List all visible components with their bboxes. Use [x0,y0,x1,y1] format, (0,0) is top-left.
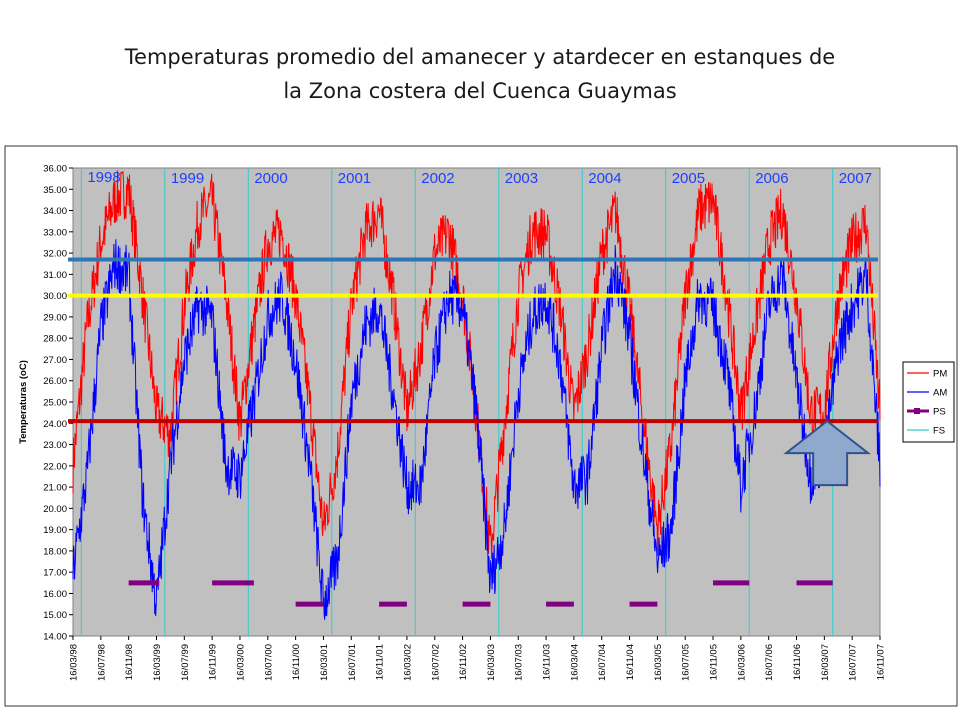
legend-label: AM [933,388,947,399]
y-tick-label: 20.00 [43,504,67,515]
y-tick-label: 18.00 [43,546,67,557]
x-tick-label: 16/11/00 [291,644,302,680]
x-tick-label: 16/07/98 [96,644,107,681]
y-tick-label: 31.00 [43,270,67,281]
year-label: 2001 [338,170,371,187]
legend-label: PS [933,407,946,418]
x-tick-label: 16/03/07 [820,644,831,681]
x-tick-label: 16/03/03 [486,644,497,681]
y-tick-label: 36.00 [43,164,67,175]
y-tick-label: 35.00 [43,185,67,196]
x-tick-label: 16/11/06 [792,644,803,680]
x-tick-label: 16/03/00 [235,644,246,681]
legend-label: PM [933,369,947,380]
x-tick-label: 16/03/01 [319,644,330,681]
x-tick-label: 16/11/04 [625,644,636,680]
chart-legend: PM AM PS FS [902,361,955,443]
x-tick-label: 16/07/01 [347,644,358,681]
legend-item: FS [907,426,945,437]
slide-title-line-1: Temperaturas promedio del amanecer y ata… [124,45,836,69]
legend-marker [914,408,920,414]
x-tick-label: 16/07/02 [430,644,441,681]
y-tick-label: 19.00 [43,525,67,536]
x-tick-label: 16/03/04 [569,644,580,681]
y-tick-label: 33.00 [43,227,67,238]
y-tick-label: 16.00 [43,589,67,600]
year-label: 1999 [171,170,204,187]
x-tick-label: 16/03/02 [402,644,413,681]
y-tick-label: 32.00 [43,249,67,260]
x-tick-label: 16/03/98 [69,644,80,681]
x-tick-label: 16/03/06 [736,644,747,681]
y-tick-label: 21.00 [43,483,67,494]
y-tick-label: 27.00 [43,355,67,366]
y-tick-label: 28.00 [43,334,67,345]
am-series-line [72,239,881,620]
legend-item: PS [907,407,946,418]
x-tick-label: 16/11/05 [709,644,720,680]
x-tick-label: 16/07/03 [514,644,525,681]
slide-title: Temperaturas promedio del amanecer y ata… [60,40,900,108]
y-tick-label: 15.00 [43,610,67,621]
up-arrow-annotation [783,419,872,487]
y-axis-title: Temperaturas (oC) [18,360,29,444]
y-tick-label: 30.00 [43,291,67,302]
year-label: 2004 [588,170,621,187]
x-tick-label: 16/07/99 [180,644,191,681]
year-label: 1998 [87,169,120,186]
y-tick-label: 29.00 [43,312,67,323]
x-tick-label: 16/03/05 [653,644,664,681]
legend-label: FS [933,426,945,437]
y-tick-label: 25.00 [43,398,67,409]
x-tick-label: 16/03/99 [152,644,163,681]
y-tick-label: 34.00 [43,206,67,217]
y-tick-label: 23.00 [43,440,67,451]
year-label: 2003 [505,170,538,187]
year-label: 2006 [755,170,788,187]
slide-title-line-2: la Zona costera del Cuenca Guaymas [283,79,677,103]
year-label: 2005 [672,170,705,187]
x-tick-label: 16/11/03 [542,644,553,680]
y-tick-label: 17.00 [43,568,67,579]
x-tick-label: 16/11/01 [375,644,386,680]
x-tick-label: 16/07/06 [764,644,775,681]
y-tick-label: 26.00 [43,376,67,387]
x-tick-label: 16/07/04 [597,644,608,681]
legend-item: PM [907,369,947,380]
x-tick-label: 16/11/99 [208,644,219,680]
x-tick-label: 16/07/05 [681,644,692,681]
legend-box [902,361,955,443]
legend-item: AM [907,388,947,399]
year-label: 2000 [254,170,287,187]
x-tick-label: 16/07/07 [848,644,859,681]
x-tick-label: 16/07/00 [263,644,274,681]
x-tick-label: 16/11/98 [124,644,135,680]
year-label: 2007 [839,170,872,187]
y-tick-label: 24.00 [43,419,67,430]
y-tick-label: 14.00 [43,632,67,643]
x-tick-label: 16/11/02 [458,644,469,680]
x-tick-label: 16/11/07 [876,644,887,680]
y-tick-label: 22.00 [43,461,67,472]
year-label: 2002 [421,170,454,187]
